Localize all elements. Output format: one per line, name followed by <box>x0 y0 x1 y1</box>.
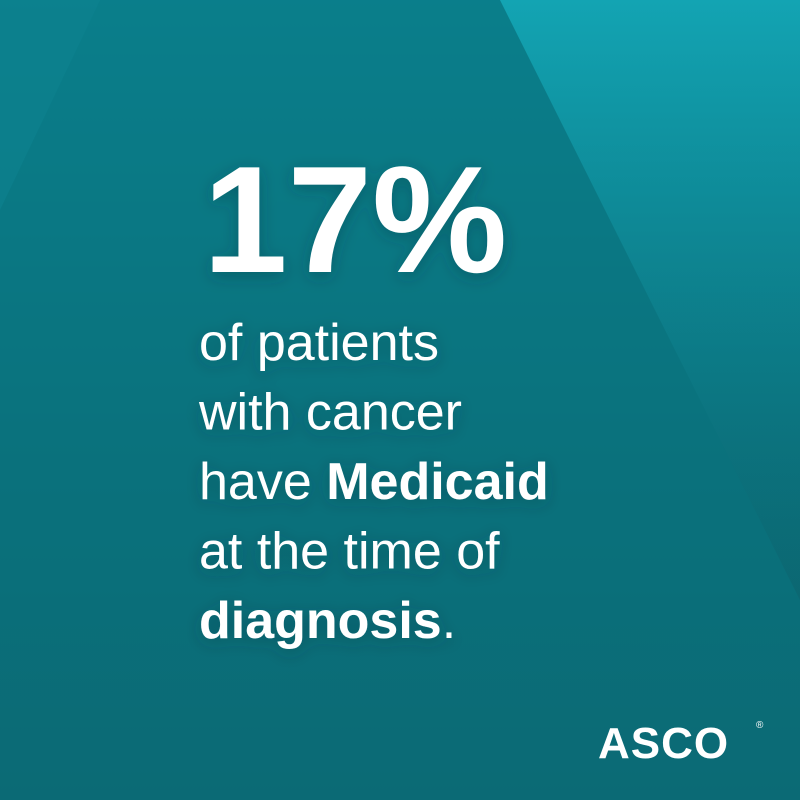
text-segment: . <box>442 592 456 650</box>
body-line: with cancer <box>198 384 462 442</box>
body-line: at the time of <box>199 523 500 581</box>
light-beam <box>500 0 800 600</box>
body-line: of patients <box>199 314 439 372</box>
body-text: of patients with cancer have Medicaid at th… <box>198 314 549 650</box>
body-line: have Medicaid <box>199 453 549 511</box>
logo-mark: ® <box>756 720 764 731</box>
text-segment: with cancer <box>198 384 462 442</box>
logo: ASCO <box>598 719 729 768</box>
headline-stat: 17% <box>203 135 507 305</box>
text-segment: have <box>199 453 326 511</box>
text-segment: at the time of <box>199 523 500 581</box>
body-line: diagnosis. <box>199 592 456 650</box>
bold-text: diagnosis <box>199 592 442 650</box>
light-beam <box>0 0 100 210</box>
text-segment: of patients <box>199 314 439 372</box>
bold-text: Medicaid <box>326 453 549 511</box>
